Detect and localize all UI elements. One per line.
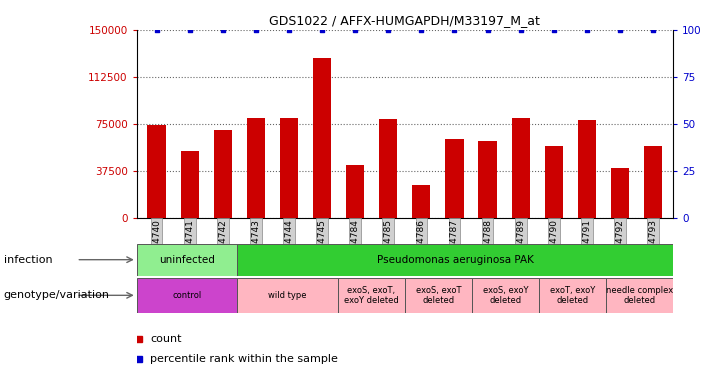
Bar — [379, 119, 397, 218]
Text: GSM24792: GSM24792 — [615, 219, 625, 268]
Text: GSM24787: GSM24787 — [450, 219, 459, 268]
Bar — [181, 151, 199, 217]
Point — [283, 27, 294, 33]
Title: GDS1022 / AFFX-HUMGAPDH/M33197_M_at: GDS1022 / AFFX-HUMGAPDH/M33197_M_at — [269, 15, 540, 27]
Text: GSM24745: GSM24745 — [318, 219, 327, 268]
Point — [151, 27, 162, 33]
Bar — [137, 244, 237, 276]
Point — [482, 27, 494, 33]
Text: wild type: wild type — [268, 291, 307, 300]
Text: GSM24740: GSM24740 — [152, 219, 161, 268]
Bar — [346, 165, 365, 218]
Text: Pseudomonas aeruginosa PAK: Pseudomonas aeruginosa PAK — [376, 255, 533, 265]
Text: GSM24789: GSM24789 — [516, 219, 525, 268]
Bar — [545, 146, 563, 218]
Point — [184, 27, 196, 33]
Point — [581, 27, 592, 33]
Bar — [247, 117, 265, 218]
Point — [648, 27, 659, 33]
Text: uninfected: uninfected — [159, 255, 215, 265]
Text: GSM24788: GSM24788 — [483, 219, 492, 268]
Text: count: count — [150, 334, 182, 344]
Point — [383, 27, 394, 33]
Text: GSM24784: GSM24784 — [350, 219, 360, 268]
Bar — [404, 278, 472, 313]
Text: GSM24741: GSM24741 — [185, 219, 194, 268]
Text: exoS, exoT,
exoY deleted: exoS, exoT, exoY deleted — [344, 286, 399, 305]
Text: needle complex
deleted: needle complex deleted — [606, 286, 673, 305]
Bar — [611, 168, 629, 217]
Bar — [539, 278, 606, 313]
Point — [350, 27, 361, 33]
Text: GSM24742: GSM24742 — [218, 219, 227, 268]
Bar — [313, 57, 331, 217]
Point — [548, 27, 559, 33]
Text: infection: infection — [4, 255, 52, 265]
Point — [614, 27, 625, 33]
Point — [416, 27, 427, 33]
Point — [217, 27, 229, 33]
Text: exoS, exoT
deleted: exoS, exoT deleted — [416, 286, 461, 305]
Text: genotype/variation: genotype/variation — [4, 291, 109, 300]
Point — [316, 27, 327, 33]
Text: GSM24790: GSM24790 — [550, 219, 558, 268]
Bar — [578, 120, 596, 218]
Bar — [237, 244, 673, 276]
Bar — [644, 146, 662, 218]
Bar — [445, 139, 463, 218]
Text: GSM24743: GSM24743 — [252, 219, 260, 268]
Text: GSM24791: GSM24791 — [583, 219, 592, 268]
Text: exoS, exoY
deleted: exoS, exoY deleted — [482, 286, 528, 305]
Point — [449, 27, 460, 33]
Text: percentile rank within the sample: percentile rank within the sample — [150, 354, 338, 364]
Text: control: control — [172, 291, 202, 300]
Point — [515, 27, 526, 33]
Text: GSM24785: GSM24785 — [383, 219, 393, 268]
Text: GSM24744: GSM24744 — [285, 219, 294, 268]
Bar — [237, 278, 338, 313]
Bar — [412, 185, 430, 218]
Text: GSM24786: GSM24786 — [417, 219, 426, 268]
Point — [250, 27, 261, 33]
Text: GSM24793: GSM24793 — [648, 219, 658, 268]
Bar — [214, 130, 232, 218]
Bar — [472, 278, 539, 313]
Bar — [606, 278, 673, 313]
Bar — [147, 125, 165, 217]
Bar — [137, 278, 237, 313]
Bar — [338, 278, 404, 313]
Text: exoT, exoY
deleted: exoT, exoY deleted — [550, 286, 595, 305]
Bar — [280, 117, 298, 218]
Bar — [512, 117, 530, 218]
Bar — [479, 141, 497, 218]
